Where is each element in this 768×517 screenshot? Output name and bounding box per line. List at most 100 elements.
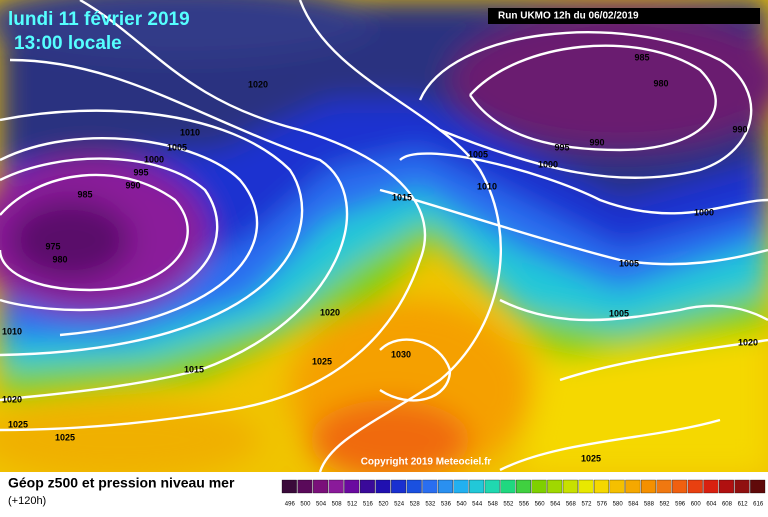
scale-label: 588 xyxy=(644,502,655,508)
scale-label: 600 xyxy=(691,502,702,508)
scale-cell xyxy=(437,479,453,494)
scale-cell xyxy=(672,479,688,494)
run-box xyxy=(488,8,760,24)
scale-label: 576 xyxy=(597,502,608,508)
scale-cell xyxy=(594,479,610,494)
scale-cell xyxy=(578,479,594,494)
isobar-label: 1005 xyxy=(167,142,187,152)
scale-label: 520 xyxy=(378,502,389,508)
isobar-label: 1020 xyxy=(2,394,22,404)
scale-label: 616 xyxy=(753,502,764,508)
scale-label: 500 xyxy=(300,502,311,508)
scale-cell xyxy=(422,479,438,494)
isobar-label: 1005 xyxy=(619,258,639,268)
footer-subtitle: (+120h) xyxy=(8,495,46,507)
scale-cell xyxy=(703,479,719,494)
scale-cell xyxy=(375,479,391,494)
map-subtitle: 13:00 locale xyxy=(14,33,122,54)
scale-cell xyxy=(640,479,656,494)
footer-title: Géop z500 et pression niveau mer xyxy=(8,475,235,491)
isobar-label: 995 xyxy=(554,142,569,152)
scale-label: 552 xyxy=(503,502,514,508)
isobar-label: 1030 xyxy=(391,349,411,359)
scale-cell xyxy=(609,479,625,494)
scale-label: 512 xyxy=(347,502,358,508)
isobar-label: 1025 xyxy=(55,432,75,442)
map-title: lundi 11 février 2019 xyxy=(8,9,190,30)
scale-cell xyxy=(344,479,360,494)
scale-label: 548 xyxy=(488,502,499,508)
scale-label: 572 xyxy=(581,502,592,508)
scale-label: 604 xyxy=(706,502,717,508)
isobar-label: 990 xyxy=(732,124,747,134)
scale-label: 508 xyxy=(332,502,343,508)
scale-cell xyxy=(453,479,469,494)
isobar-label: 1000 xyxy=(144,154,164,164)
scale-label: 496 xyxy=(285,502,296,508)
scale-cell xyxy=(328,479,344,494)
scale-label: 516 xyxy=(363,502,374,508)
scale-cell xyxy=(313,479,328,494)
scale-cell xyxy=(469,479,485,494)
scale-cell xyxy=(734,479,750,494)
scale-label: 528 xyxy=(410,502,421,508)
isobar-label: 985 xyxy=(634,52,649,62)
scale-cell xyxy=(391,479,407,494)
scale-label: 596 xyxy=(675,502,686,508)
scale-cell xyxy=(656,479,672,494)
scale-label: 564 xyxy=(550,502,561,508)
isobar-label: 1020 xyxy=(248,79,268,89)
scale-cell xyxy=(687,479,703,494)
scale-cell xyxy=(281,479,297,494)
scale-cell xyxy=(547,479,563,494)
scale-cell xyxy=(750,479,766,494)
isobar-label: 1020 xyxy=(738,337,758,347)
scale-label: 524 xyxy=(394,502,405,508)
color-scale: 496 500 504 508 512 516 520 524 528 532 536 540 544 5… xyxy=(281,479,766,508)
scale-cell xyxy=(484,479,500,494)
isobar-label: 1010 xyxy=(180,127,200,137)
isobar-label: 1015 xyxy=(392,192,412,202)
scale-cell xyxy=(719,479,734,494)
scale-label: 556 xyxy=(519,502,530,508)
isobar-label: 1000 xyxy=(538,159,558,169)
scale-cell xyxy=(531,479,547,494)
run-label: Run UKMO 12h du 06/02/2019 xyxy=(498,11,639,22)
isobar-label: 1025 xyxy=(8,419,28,429)
scale-label: 536 xyxy=(441,502,452,508)
isobar-label: 990 xyxy=(125,180,140,190)
scale-label: 504 xyxy=(316,502,327,508)
scale-label: 568 xyxy=(566,502,577,508)
isobar-label: 980 xyxy=(52,254,67,264)
isobar-label: 1000 xyxy=(694,207,714,217)
scale-cell xyxy=(625,479,641,494)
scale-cell xyxy=(406,479,422,494)
isobar-label: 975 xyxy=(45,241,60,251)
scale-label: 580 xyxy=(613,502,624,508)
scale-label: 532 xyxy=(425,502,436,508)
scale-cell xyxy=(562,479,578,494)
geopotential-field xyxy=(0,0,768,480)
isobar-label: 1025 xyxy=(312,356,332,366)
scale-label: 592 xyxy=(660,502,671,508)
scale-label: 560 xyxy=(535,502,546,508)
isobar-label: 1005 xyxy=(609,308,629,318)
scale-label: 584 xyxy=(628,502,639,508)
isobars xyxy=(0,0,768,473)
isobar-label: 1020 xyxy=(320,307,340,317)
isobar-label: 980 xyxy=(653,78,668,88)
scale-cell xyxy=(516,479,531,494)
isobar-label: 1005 xyxy=(468,149,488,159)
scale-label: 608 xyxy=(722,502,733,508)
scale-label: 544 xyxy=(472,502,483,508)
isobar-label: 985 xyxy=(77,189,92,199)
isobar-label: 1015 xyxy=(184,364,204,374)
scale-cell xyxy=(297,479,313,494)
isobar-label: 1025 xyxy=(581,453,601,463)
scale-cell xyxy=(359,479,375,494)
isobar-label: 1010 xyxy=(2,326,22,336)
isobar-label: 990 xyxy=(589,137,604,147)
isobar-label: 1010 xyxy=(477,181,497,191)
